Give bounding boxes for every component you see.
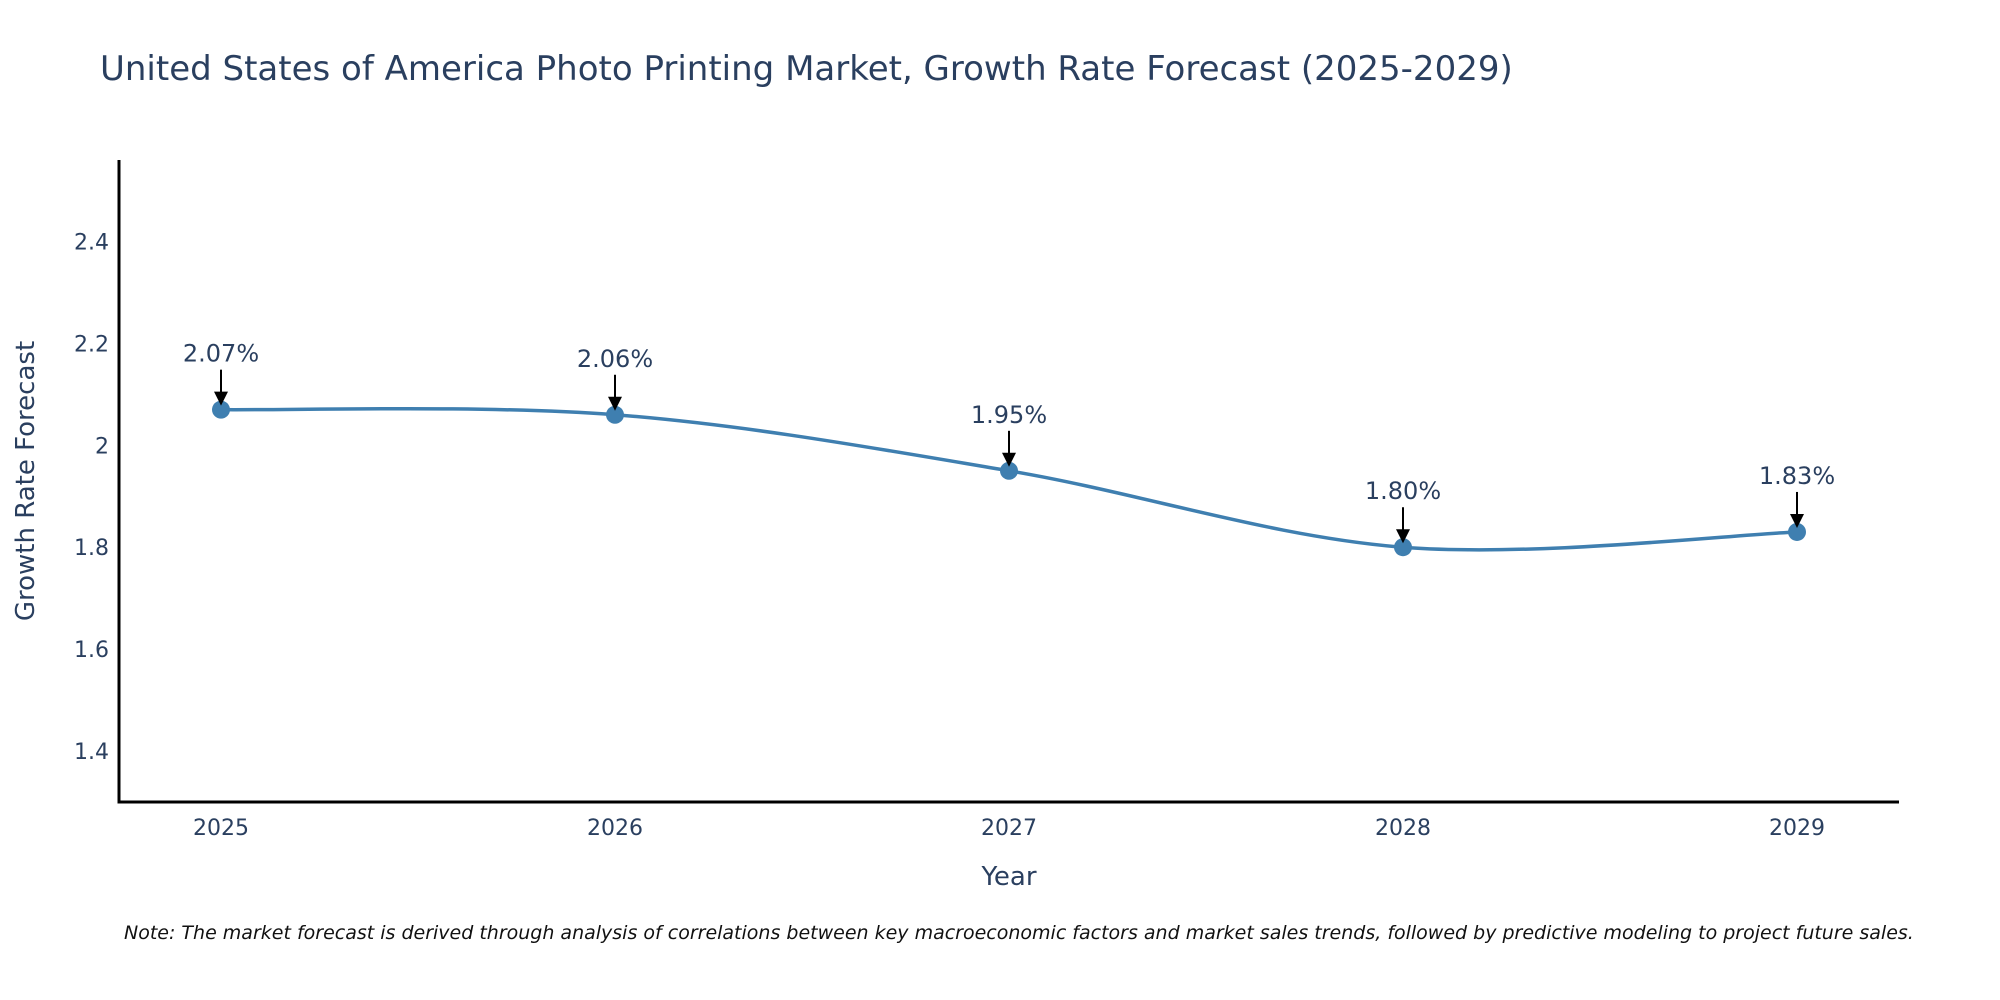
x-tick-label: 2027 [981, 816, 1037, 841]
y-tick-label: 1.4 [74, 740, 109, 765]
data-label: 1.83% [1759, 462, 1835, 490]
y-tick-label: 2.4 [74, 231, 109, 256]
data-point [1394, 538, 1412, 557]
y-tick-label: 1.8 [74, 536, 109, 561]
y-axis-title: Growth Rate Forecast [11, 341, 41, 621]
annotation-arrowhead [1002, 452, 1016, 467]
data-label: 1.80% [1365, 477, 1441, 505]
x-tick-label: 2026 [587, 816, 643, 841]
data-point [1788, 522, 1806, 541]
y-tick-label: 1.6 [74, 638, 109, 663]
annotation-arrowhead [1790, 513, 1804, 528]
data-point [1000, 461, 1018, 480]
data-label: 2.06% [577, 345, 653, 373]
chart-title: United States of America Photo Printing … [100, 49, 1513, 89]
data-point [606, 405, 624, 424]
x-tick-label: 2029 [1769, 816, 1825, 841]
plot-area: 1.4 1.6 1.8 2 2.2 2.4 2025 2026 2027 2028 2029 2.07… [74, 160, 1899, 841]
y-tick-label: 2 [95, 434, 109, 459]
y-tick-label: 2.2 [74, 332, 109, 357]
x-tick-label: 2028 [1375, 816, 1431, 841]
x-axis-title: Year [980, 862, 1036, 892]
x-tick-label: 2025 [193, 816, 249, 841]
footnote: Note: The market forecast is derived thr… [124, 922, 1914, 944]
data-point [212, 400, 230, 419]
annotation-arrowhead [608, 396, 622, 411]
annotation-arrowhead [1396, 529, 1410, 544]
data-label: 2.07% [183, 340, 259, 368]
data-label: 1.95% [971, 401, 1047, 429]
annotation-arrowhead [214, 391, 228, 406]
